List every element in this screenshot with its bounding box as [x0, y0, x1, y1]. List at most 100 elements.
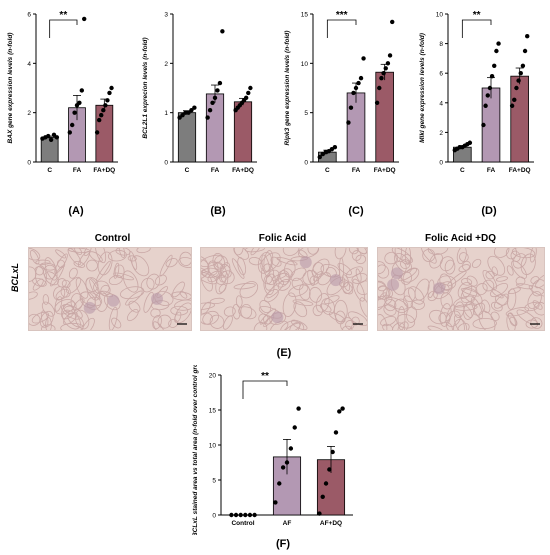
- category-label: FA+DQ: [93, 167, 115, 174]
- data-point: [207, 108, 213, 113]
- glomerulus: [107, 294, 120, 307]
- tubule: [317, 272, 332, 286]
- tubule: [89, 279, 101, 300]
- tubule: [231, 258, 245, 279]
- tubule: [320, 263, 341, 278]
- data-point: [46, 133, 51, 139]
- tubule: [174, 311, 182, 323]
- tubule: [277, 270, 290, 286]
- glomerulus: [83, 301, 96, 314]
- tubule: [288, 284, 309, 297]
- data-point: [292, 425, 297, 430]
- tubule: [530, 317, 543, 329]
- panel-label-b: (B): [210, 205, 226, 217]
- tubule: [61, 309, 81, 330]
- data-point: [346, 120, 351, 125]
- data-point: [467, 140, 473, 145]
- tubule: [218, 283, 227, 293]
- data-point: [180, 112, 185, 118]
- data-point: [387, 53, 393, 58]
- category-label: FA: [352, 167, 361, 174]
- tubule: [335, 310, 346, 325]
- data-point: [280, 465, 286, 470]
- tubule: [235, 295, 243, 308]
- tubule: [136, 248, 151, 254]
- tubule: [321, 298, 335, 316]
- tubule: [55, 288, 69, 300]
- tubule: [202, 310, 219, 325]
- tubule: [378, 285, 388, 300]
- tubule: [403, 287, 416, 303]
- tubule: [81, 317, 95, 330]
- data-point: [233, 512, 239, 518]
- data-point: [320, 494, 325, 499]
- tubule: [309, 286, 323, 303]
- data-point: [356, 80, 361, 86]
- tubule: [315, 293, 330, 313]
- data-point: [379, 75, 384, 81]
- data-point: [205, 115, 210, 120]
- micrograph-control: [28, 247, 192, 331]
- tubule: [127, 255, 137, 262]
- y-tick-label: 6: [439, 71, 443, 78]
- panel-label-c: (C): [348, 205, 364, 217]
- tubule: [482, 269, 498, 290]
- tubule: [113, 262, 120, 279]
- tubule: [520, 253, 536, 276]
- tubule: [391, 248, 414, 264]
- data-point: [520, 63, 526, 68]
- tubule: [406, 306, 418, 323]
- tubule: [457, 282, 473, 299]
- micrograph-folic-acid-dq: [377, 247, 545, 331]
- tubule: [470, 297, 483, 319]
- data-point: [82, 16, 87, 22]
- tubule: [312, 262, 325, 275]
- micrograph-title-folic-acid-dq: Folic Acid +DQ: [424, 233, 497, 244]
- data-point: [109, 85, 114, 91]
- tubule: [439, 256, 455, 272]
- bax-expression-chart: 0 2 4 6 BAX gene expression levels (n-fold) C…: [7, 10, 118, 174]
- tubule: [93, 280, 110, 295]
- y-tick-label: 1: [164, 110, 168, 117]
- tubule: [507, 312, 517, 326]
- tubule: [201, 270, 209, 281]
- tubule: [97, 251, 113, 276]
- data-point: [243, 95, 249, 101]
- data-point: [243, 512, 248, 518]
- data-point: [390, 19, 395, 25]
- data-point: [340, 406, 345, 411]
- tubule: [342, 274, 351, 291]
- panel-label-a: (A): [68, 205, 84, 217]
- ripk3-expression-chart: 0 5 10 15 Ripk3 gene expression levels (n-fo…: [284, 10, 399, 174]
- tubule: [391, 322, 406, 330]
- tubule: [57, 278, 67, 288]
- tubule: [60, 322, 84, 330]
- glomerulus: [271, 311, 284, 324]
- tubule: [215, 270, 229, 295]
- tubule: [482, 279, 495, 292]
- tubule: [54, 253, 68, 274]
- tubule: [342, 281, 354, 294]
- data-point: [496, 41, 501, 46]
- y-tick-label: 20: [209, 373, 217, 380]
- tubule: [471, 258, 482, 269]
- y-axis-label: BCL2L1 exprecion levels (n-fold): [142, 37, 149, 138]
- tubule: [290, 267, 307, 282]
- y-tick-label: 4: [27, 61, 31, 68]
- data-point: [99, 112, 104, 118]
- tubule: [472, 318, 497, 330]
- data-point: [492, 63, 497, 68]
- y-tick-label: 2: [27, 110, 31, 117]
- data-point: [51, 132, 57, 138]
- tubule: [56, 259, 66, 269]
- tubule: [260, 263, 274, 285]
- tubule: [60, 301, 77, 320]
- category-label: C: [325, 167, 330, 174]
- data-point: [494, 48, 499, 54]
- y-tick-label: 8: [439, 41, 443, 48]
- tubule: [378, 261, 386, 275]
- tubule: [535, 273, 544, 289]
- bclxl-stained-area-chart: 0 5 10 15 20 BCLxL stained area vs total area…: [192, 365, 353, 535]
- tubule: [460, 288, 480, 297]
- y-tick-label: 0: [164, 160, 168, 167]
